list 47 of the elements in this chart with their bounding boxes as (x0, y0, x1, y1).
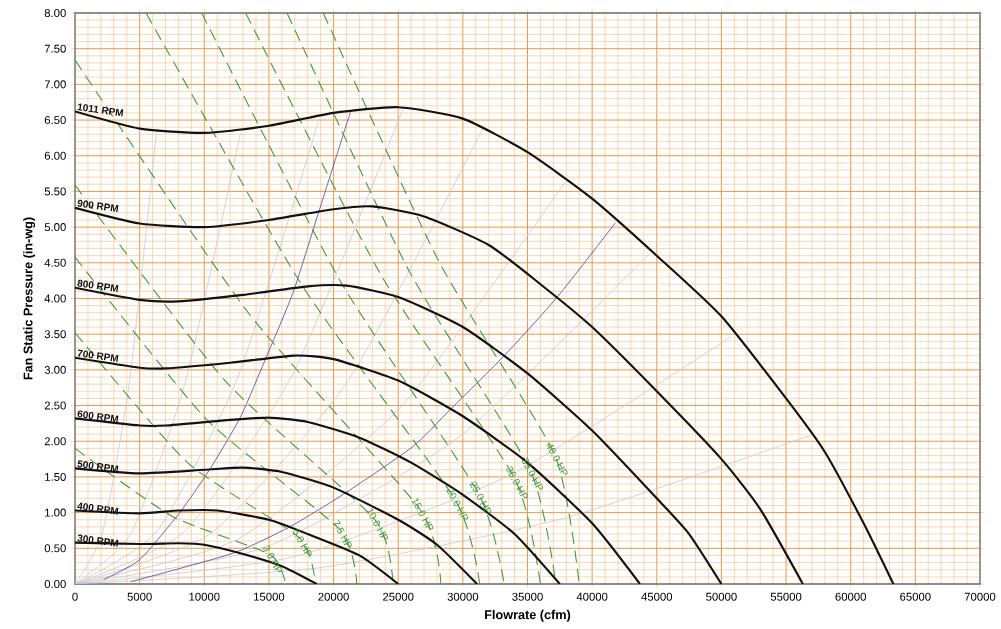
text: 25.0 HP (469, 481, 492, 514)
y-tick-label: 4.00 (44, 294, 66, 303)
y-tick-label: 8.00 (44, 9, 66, 17)
y-tick-label: 2.50 (44, 401, 66, 410)
x-tick-label: 70000 (964, 592, 996, 601)
text: 600 RPM (77, 410, 119, 423)
x-tick-label: 40000 (576, 592, 608, 601)
x-tick-label: 25000 (383, 592, 414, 601)
y-tick-label: 0.00 (44, 579, 66, 588)
text: 1011 RPM (77, 103, 124, 117)
x-tick-label: 65000 (900, 592, 931, 601)
y-tick-label: 7.50 (44, 44, 66, 53)
x-tick-label: 30000 (447, 592, 479, 601)
text: 700 RPM (78, 349, 119, 362)
x-tick-label: 55000 (770, 592, 802, 601)
x-tick-label: 10000 (189, 592, 220, 601)
text: 10.0 HP (366, 508, 388, 540)
y-tick-label: 1.50 (45, 472, 66, 481)
y-tick-label: 1.00 (45, 508, 66, 517)
x-tick-label: 35000 (512, 592, 543, 601)
y-tick-label: 6.00 (44, 151, 66, 160)
x-tick-label: 5000 (127, 592, 152, 601)
x-tick-label: 60000 (835, 592, 867, 601)
y-tick-label: 4.50 (44, 258, 66, 267)
text: 900 RPM (77, 199, 119, 213)
text: 40.0 HP (547, 444, 568, 475)
x-tick-label: 20000 (318, 592, 349, 601)
text: 3.0 HP (263, 545, 282, 573)
text: 20.0 HP (446, 488, 469, 520)
y-tick-label: 5.00 (44, 223, 66, 232)
text: 7.5 HP (333, 519, 352, 548)
y-axis-title: Fan Static Pressure (in-wg) (23, 217, 36, 380)
y-tick-label: 3.50 (44, 330, 66, 339)
text: 800 RPM (77, 279, 119, 293)
y-tick-label: 3.00 (44, 365, 66, 374)
text: 15.0 HP (411, 498, 434, 530)
x-axis-title: Flowrate (cfm) (485, 609, 571, 622)
y-tick-label: 6.50 (44, 116, 66, 125)
y-tick-label: 7.00 (44, 80, 66, 89)
x-tick-label: 15000 (254, 592, 285, 601)
y-tick-label: 2.00 (44, 437, 66, 446)
y-tick-label: 0.50 (44, 544, 66, 553)
x-tick-label: 0 (72, 592, 78, 601)
x-tick-label: 45000 (641, 592, 673, 601)
y-tick-label: 5.50 (44, 187, 66, 196)
x-tick-label: 50000 (706, 592, 737, 601)
text: 5.0 HP (293, 528, 312, 556)
